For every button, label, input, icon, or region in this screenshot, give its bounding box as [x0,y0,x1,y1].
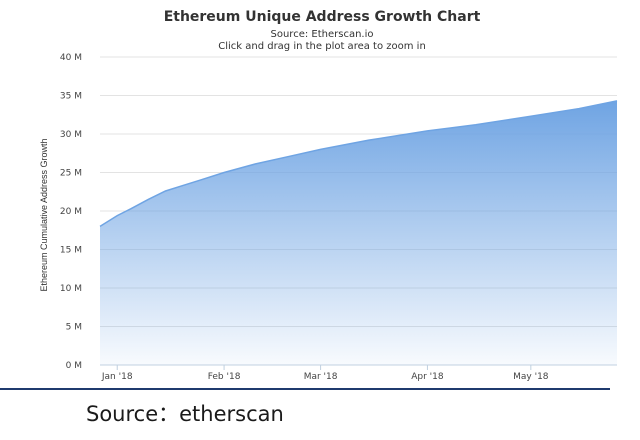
y-tick-label: 5 M [66,323,82,333]
y-tick-label: 10 M [60,284,82,294]
y-tick-label: 0 M [66,361,82,371]
series-line[interactable] [99,100,618,228]
y-tick-label: 25 M [60,169,82,179]
y-tick-label: 15 M [60,246,82,256]
y-tick-label: 30 M [60,130,82,140]
source-caption: Source：etherscan [86,402,284,426]
axes: 0 M 5 M 10 M 15 M 20 M 25 M 30 M 35 M 40 M Jan '1… [60,53,617,382]
chart-instruction: Click and drag in the plot area to zoom … [218,41,426,52]
x-tick-label: Apr '18 [411,372,444,382]
x-tick-label: Jan '18 [101,372,133,382]
y-axis-label: Ethereum Cumulative Address Growth [39,138,49,291]
plot-area[interactable] [99,100,618,365]
x-tick-label: Mar '18 [304,372,338,382]
chart[interactable]: Ethereum Unique Address Growth Chart Sou… [0,0,640,390]
footer-divider [0,388,610,390]
y-tick-label: 20 M [60,207,82,217]
x-tick-label: Feb '18 [208,372,241,382]
chart-subtitle: Source: Etherscan.io [271,29,374,40]
y-tick-label: 35 M [60,92,82,102]
y-tick-label: 40 M [60,53,82,63]
series-area[interactable] [100,100,617,365]
x-tick-label: May '18 [513,372,549,382]
chart-title: Ethereum Unique Address Growth Chart [164,9,481,25]
